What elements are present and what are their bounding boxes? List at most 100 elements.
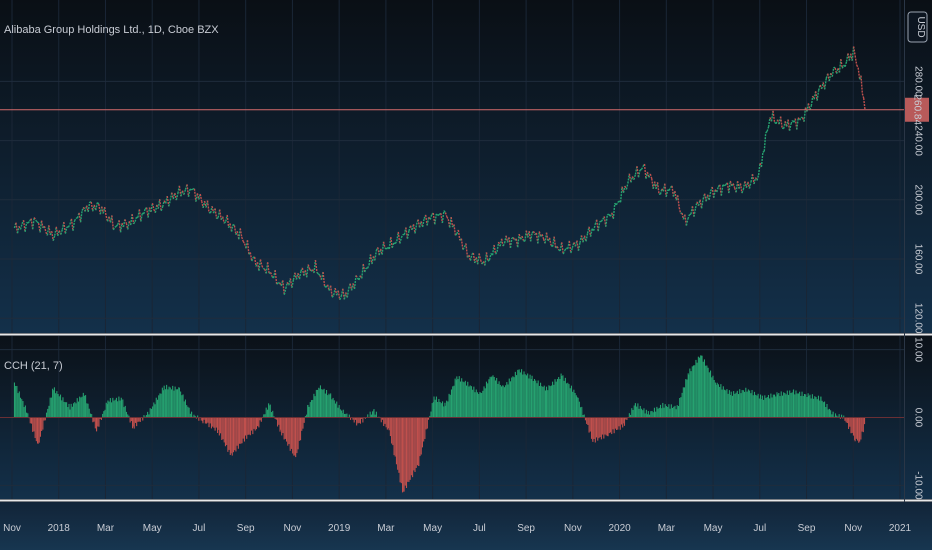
price-segment <box>337 290 341 300</box>
price-segment <box>633 174 637 180</box>
price-segment <box>316 271 319 275</box>
price-segment <box>218 209 222 220</box>
price-segment <box>621 186 625 193</box>
price-segment <box>762 150 765 153</box>
price-segment <box>592 224 596 231</box>
price-segment <box>353 275 357 290</box>
price-segment <box>307 264 311 270</box>
price-segment <box>551 236 555 247</box>
price-segment <box>731 183 734 187</box>
price-segment <box>450 217 454 228</box>
price-axis-label: 240.00 <box>912 125 923 156</box>
price-segment <box>763 132 767 152</box>
price-segment <box>440 213 444 224</box>
price-segment <box>382 241 386 249</box>
price-segment <box>286 281 290 286</box>
indicator-axis-label: 0.00 <box>912 408 923 428</box>
price-segment <box>43 226 47 233</box>
price-segment <box>757 162 761 175</box>
indicator-label: CCH (21, 7) <box>4 360 63 372</box>
price-segment <box>79 210 83 223</box>
price-segment <box>529 232 533 242</box>
price-segment <box>765 130 768 134</box>
price-segment <box>64 226 68 234</box>
price-segment <box>285 282 288 289</box>
price-segment <box>574 240 578 247</box>
price-segment <box>466 254 470 258</box>
price-segment <box>462 246 466 250</box>
price-segment <box>753 177 757 185</box>
price-segment <box>73 217 77 222</box>
price-segment <box>612 203 616 219</box>
time-axis-label: 2021 <box>889 523 912 534</box>
price-segment <box>681 212 685 220</box>
indicator-axis-label: -10.00 <box>912 471 923 500</box>
price-segment <box>728 180 732 194</box>
price-segment <box>306 264 309 278</box>
price-segment <box>15 222 19 234</box>
currency-button[interactable]: USD <box>907 11 928 43</box>
price-segment <box>171 192 174 200</box>
time-axis-label: Sep <box>517 523 535 534</box>
price-segment <box>381 241 385 255</box>
price-segment <box>314 259 318 273</box>
price-segment <box>852 46 856 56</box>
price-segment <box>831 67 835 77</box>
price-segment <box>751 174 755 185</box>
price-segment <box>209 206 213 214</box>
price-segment <box>45 231 48 236</box>
price-segment <box>378 248 382 256</box>
indicator-axis[interactable]: 10.00 0.00 -10.00 <box>912 337 923 500</box>
price-segment <box>851 46 855 61</box>
price-segment <box>770 110 774 122</box>
price-segment <box>232 223 235 227</box>
price-segment <box>481 260 485 265</box>
price-segment <box>611 212 615 220</box>
price-segment <box>220 216 224 221</box>
price-segment <box>111 215 115 230</box>
price-segment <box>309 268 312 272</box>
time-axis-label: Mar <box>377 523 395 534</box>
price-segment <box>528 231 532 242</box>
price-segment <box>854 55 858 66</box>
time-axis[interactable]: Nov 2018 Mar May Jul Sep Nov 2019 Mar May Jul Sep No… <box>3 523 911 534</box>
price-axis-label: 120.00 <box>912 303 923 334</box>
price-segment <box>668 187 672 191</box>
price-segment <box>767 117 771 128</box>
price-segment <box>544 232 548 244</box>
price-segment <box>537 231 540 244</box>
price-segment <box>223 221 227 224</box>
price-segment <box>716 186 719 193</box>
price-segment <box>809 105 812 110</box>
price-segment <box>856 64 859 69</box>
price-segment <box>841 64 845 69</box>
price-segment <box>548 237 552 246</box>
price-segment <box>355 275 359 279</box>
price-segment <box>127 221 130 230</box>
price-segment <box>608 213 611 217</box>
price-segment <box>374 250 378 261</box>
price-segment <box>732 183 736 189</box>
price-segment <box>191 188 194 191</box>
price-segment <box>720 184 724 196</box>
price-segment <box>779 116 783 129</box>
price-segment <box>216 216 219 220</box>
price-segment <box>434 213 437 225</box>
price-segment <box>48 225 51 236</box>
time-axis-label: Jul <box>473 523 486 534</box>
price-segment <box>115 224 119 227</box>
price-segment <box>469 254 473 261</box>
price-segment <box>60 229 63 235</box>
price-segment <box>485 252 489 262</box>
price-segment <box>399 237 403 244</box>
price-segment <box>36 221 40 224</box>
price-segment <box>691 206 695 217</box>
price-segment <box>446 216 449 220</box>
price-segment <box>521 235 525 241</box>
price-segment <box>723 183 727 187</box>
price-segment <box>366 264 370 269</box>
price-segment <box>857 67 861 80</box>
time-axis-label: Nov <box>3 523 21 534</box>
price-segment <box>201 201 204 209</box>
